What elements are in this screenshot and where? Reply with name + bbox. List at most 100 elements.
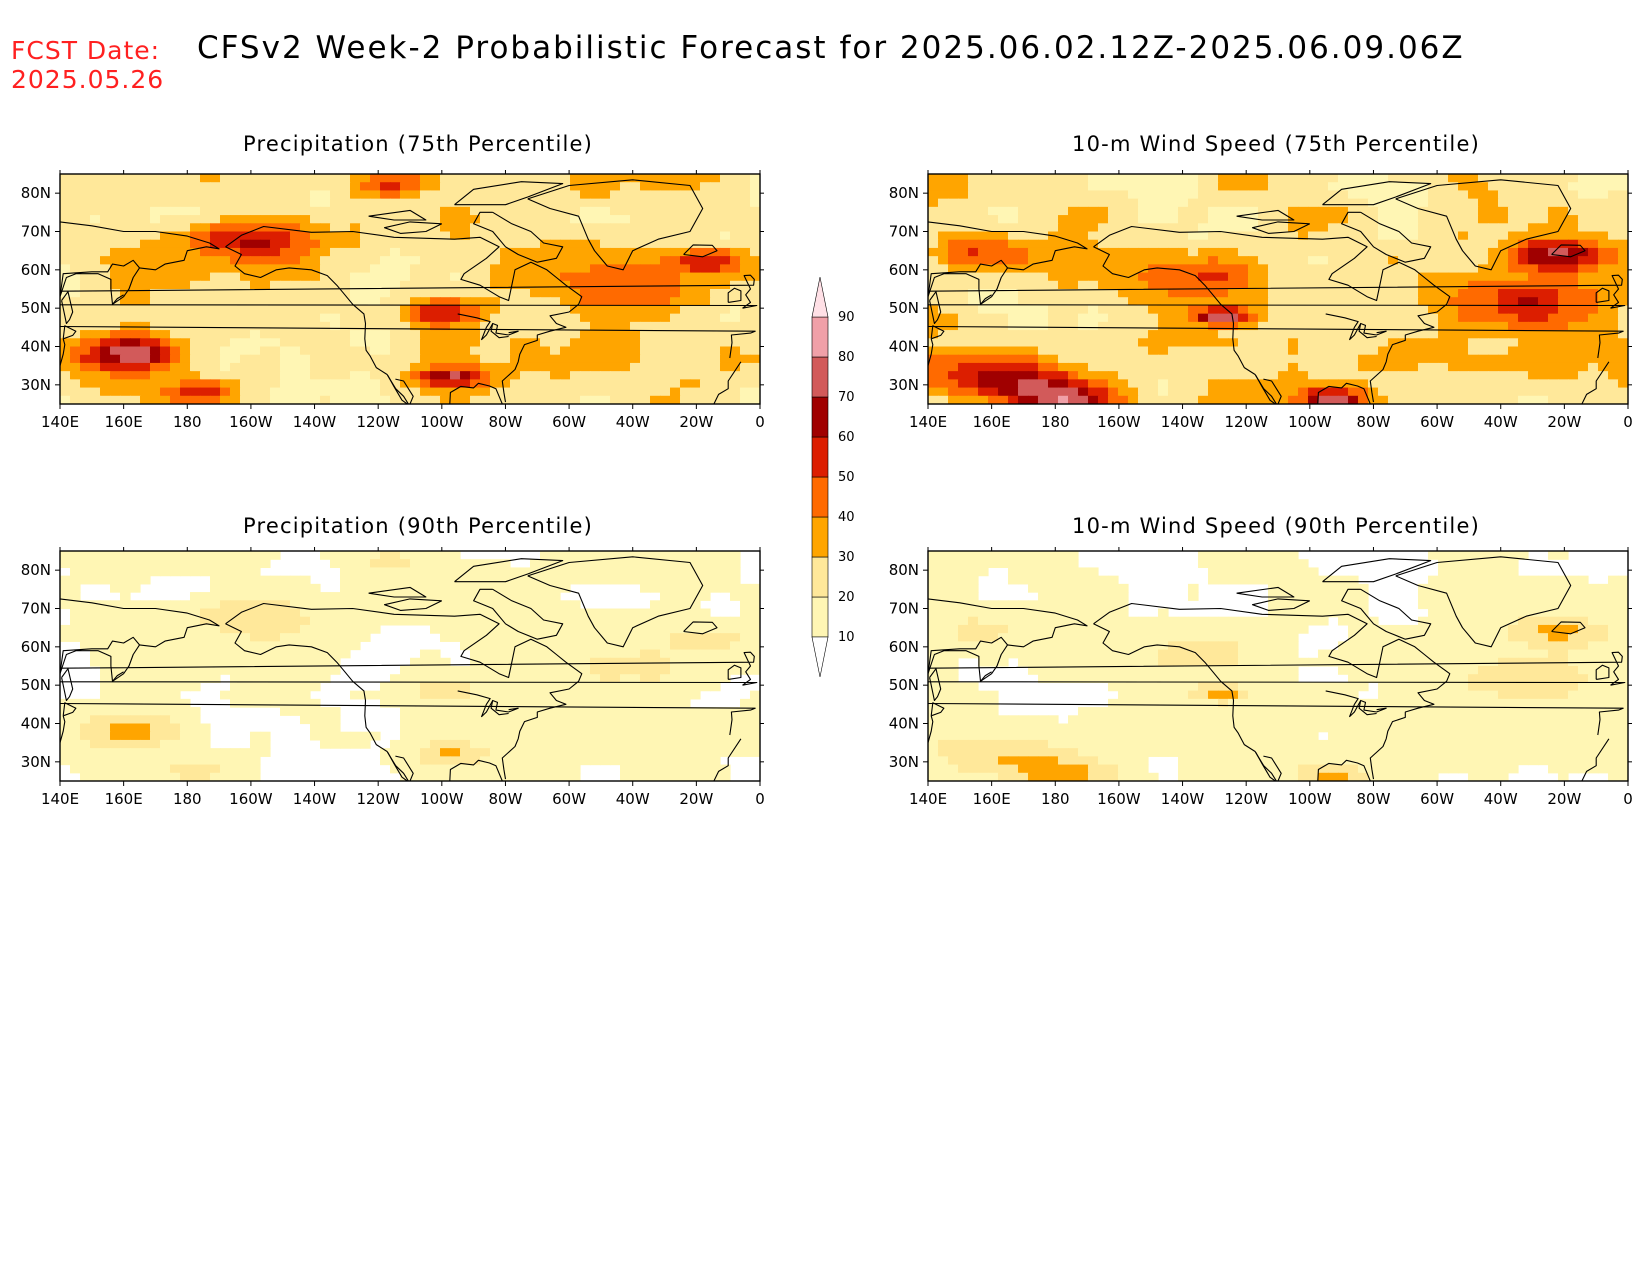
probability-cell — [340, 641, 351, 651]
probability-cell — [968, 346, 979, 356]
probability-cell — [290, 280, 301, 290]
probability-cell — [170, 215, 181, 224]
probability-cell — [1438, 395, 1449, 404]
probability-cell — [170, 313, 181, 323]
probability-cell — [1258, 272, 1269, 282]
probability-cell — [150, 198, 161, 208]
probability-cell — [260, 256, 271, 265]
probability-cell — [1218, 289, 1229, 298]
probability-cell — [520, 338, 531, 348]
probability-cell — [1078, 272, 1089, 282]
probability-cell — [620, 387, 631, 397]
probability-cell — [730, 616, 741, 626]
probability-cell — [510, 264, 521, 274]
probability-cell — [140, 289, 151, 298]
probability-cell — [730, 624, 741, 634]
probability-cell — [1228, 198, 1239, 208]
coastline — [454, 181, 564, 206]
probability-cell — [280, 371, 291, 380]
probability-cell — [490, 387, 501, 397]
probability-cell — [1118, 330, 1129, 339]
probability-cell — [400, 223, 411, 233]
probability-cell — [60, 223, 71, 233]
probability-cell — [1118, 354, 1129, 364]
probability-cell — [1368, 174, 1379, 183]
probability-cell — [130, 379, 141, 389]
probability-cell — [1288, 239, 1299, 249]
probability-cell — [680, 206, 691, 216]
probability-cell — [958, 395, 969, 404]
probability-cell — [400, 321, 411, 331]
probability-cell — [1268, 239, 1279, 249]
probability-cell — [1588, 231, 1599, 241]
probability-cell — [1348, 346, 1359, 356]
probability-cell — [80, 346, 91, 356]
probability-cell — [510, 190, 521, 200]
probability-cell — [1068, 297, 1079, 307]
probability-cell — [300, 395, 311, 404]
probability-cell — [1438, 289, 1449, 298]
probability-cell — [120, 395, 131, 404]
probability-cell — [1248, 215, 1259, 224]
probability-cell — [420, 338, 431, 348]
coastline — [1322, 181, 1432, 206]
probability-cell — [210, 649, 221, 659]
probability-cell — [1248, 264, 1259, 274]
probability-cell — [928, 198, 939, 208]
probability-cell — [640, 633, 651, 642]
probability-cell — [1268, 231, 1279, 241]
probability-cell — [440, 198, 451, 208]
probability-cell — [1008, 272, 1019, 282]
probability-cell — [1138, 264, 1149, 274]
probability-cell — [220, 649, 231, 659]
probability-cell — [320, 338, 331, 348]
probability-cell — [240, 624, 251, 634]
probability-cell — [1278, 182, 1289, 192]
probability-cell — [998, 247, 1009, 257]
probability-cell — [1108, 354, 1119, 364]
probability-cell — [540, 182, 551, 192]
probability-cell — [430, 583, 441, 593]
probability-cell — [460, 379, 471, 389]
probability-cell — [160, 559, 171, 569]
probability-cell — [1188, 395, 1199, 404]
probability-cell — [310, 297, 321, 307]
probability-cell — [180, 264, 191, 274]
probability-cell — [190, 305, 201, 315]
probability-cell — [290, 247, 301, 257]
probability-cell — [750, 190, 760, 200]
probability-cell — [1568, 264, 1579, 274]
coastline — [929, 291, 942, 325]
probability-cell — [1468, 330, 1479, 339]
probability-cell — [1248, 354, 1259, 364]
probability-cell — [1108, 321, 1119, 331]
probability-cell — [500, 264, 511, 274]
probability-cell — [1338, 321, 1349, 331]
probability-cell — [948, 190, 959, 200]
probability-cell — [640, 371, 651, 380]
probability-cell — [1508, 215, 1519, 224]
probability-cell — [1228, 387, 1239, 397]
probability-cell — [1608, 289, 1619, 298]
probability-cell — [290, 346, 301, 356]
probability-cell — [520, 297, 531, 307]
probability-cell — [90, 575, 101, 585]
probability-cell — [400, 256, 411, 265]
probability-cell — [1198, 239, 1209, 249]
probability-cell — [60, 583, 71, 593]
probability-cell — [560, 354, 571, 364]
probability-cell — [1558, 264, 1569, 274]
probability-cell — [650, 321, 661, 331]
probability-cell — [590, 338, 601, 348]
probability-cell — [1458, 206, 1469, 216]
probability-cell — [440, 321, 451, 331]
probability-cell — [550, 313, 561, 323]
probability-cell — [1268, 305, 1279, 315]
probability-cell — [1568, 256, 1579, 265]
probability-cell — [190, 198, 201, 208]
probability-cell — [1408, 190, 1419, 200]
probability-cell — [1418, 239, 1429, 249]
probability-cell — [420, 247, 431, 257]
probability-cell — [600, 174, 611, 183]
probability-cell — [630, 174, 641, 183]
